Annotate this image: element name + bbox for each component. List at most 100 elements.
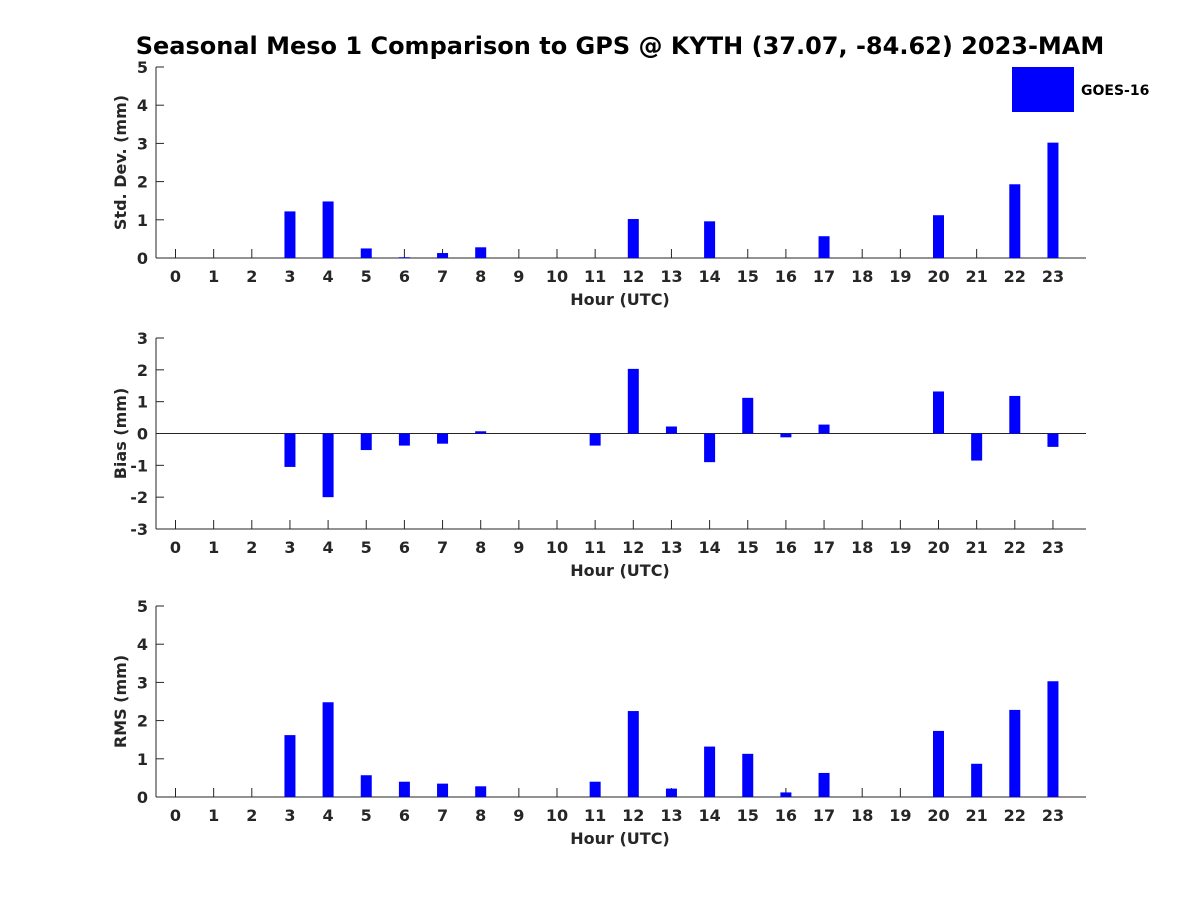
x-tick-label: 1 bbox=[208, 538, 219, 557]
x-axis-label: Hour (UTC) bbox=[570, 829, 670, 848]
y-tick-label: 4 bbox=[137, 96, 148, 115]
bar bbox=[742, 397, 754, 434]
y-tick-label: 3 bbox=[137, 329, 148, 348]
x-tick-label: 23 bbox=[1042, 267, 1064, 286]
bar bbox=[360, 433, 372, 451]
bar bbox=[322, 201, 334, 258]
x-tick-label: 2 bbox=[246, 806, 257, 825]
bar bbox=[589, 781, 601, 797]
x-tick-label: 15 bbox=[737, 267, 759, 286]
x-tick-label: 4 bbox=[323, 267, 334, 286]
x-tick-label: 18 bbox=[851, 806, 873, 825]
bar bbox=[398, 257, 410, 258]
bar bbox=[818, 424, 830, 434]
x-tick-label: 1 bbox=[208, 267, 219, 286]
bar bbox=[780, 433, 792, 438]
bar bbox=[818, 772, 830, 797]
x-tick-label: 22 bbox=[1004, 267, 1026, 286]
x-tick-label: 12 bbox=[622, 538, 644, 557]
x-tick-label: 19 bbox=[889, 806, 911, 825]
x-tick-label: 5 bbox=[361, 538, 372, 557]
bar bbox=[1047, 433, 1059, 447]
bar bbox=[475, 431, 487, 434]
x-tick-label: 14 bbox=[698, 538, 720, 557]
x-tick-label: 4 bbox=[323, 538, 334, 557]
x-tick-label: 21 bbox=[966, 806, 988, 825]
x-tick-label: 11 bbox=[584, 267, 606, 286]
y-tick-label: 2 bbox=[137, 173, 148, 192]
y-axis-label: Std. Dev. (mm) bbox=[111, 95, 130, 230]
bar bbox=[627, 711, 639, 797]
x-tick-label: 9 bbox=[513, 806, 524, 825]
bar bbox=[284, 735, 296, 797]
x-tick-label: 7 bbox=[437, 538, 448, 557]
x-tick-label: 5 bbox=[361, 267, 372, 286]
bar bbox=[665, 788, 677, 797]
legend-label: GOES-16 bbox=[1081, 83, 1149, 99]
x-tick-label: 8 bbox=[475, 538, 486, 557]
bar bbox=[818, 236, 830, 258]
bar bbox=[1009, 709, 1021, 797]
x-tick-label: 3 bbox=[284, 538, 295, 557]
y-tick-label: -2 bbox=[130, 488, 148, 507]
x-tick-label: 6 bbox=[399, 538, 410, 557]
bar bbox=[437, 433, 449, 444]
chart-title: Seasonal Meso 1 Comparison to GPS @ KYTH… bbox=[136, 32, 1105, 60]
y-tick-label: 0 bbox=[137, 788, 148, 807]
y-tick-label: -1 bbox=[130, 456, 148, 475]
x-tick-label: 0 bbox=[170, 538, 181, 557]
x-tick-label: 14 bbox=[698, 267, 720, 286]
bar bbox=[1047, 142, 1059, 258]
x-tick-label: 22 bbox=[1004, 806, 1026, 825]
y-tick-label: 0 bbox=[137, 425, 148, 444]
bar bbox=[742, 753, 754, 797]
x-tick-label: 9 bbox=[513, 267, 524, 286]
y-tick-label: 2 bbox=[137, 361, 148, 380]
x-tick-label: 7 bbox=[437, 267, 448, 286]
bar bbox=[1009, 184, 1021, 258]
x-tick-label: 11 bbox=[584, 806, 606, 825]
x-tick-label: 0 bbox=[170, 267, 181, 286]
x-tick-label: 13 bbox=[660, 806, 682, 825]
x-tick-label: 13 bbox=[660, 267, 682, 286]
x-tick-label: 11 bbox=[584, 538, 606, 557]
bar bbox=[627, 219, 639, 258]
x-axis-label: Hour (UTC) bbox=[570, 561, 670, 580]
x-tick-label: 2 bbox=[246, 538, 257, 557]
bar bbox=[475, 786, 487, 797]
bar bbox=[322, 433, 334, 498]
legend-swatch bbox=[1012, 67, 1074, 112]
x-tick-label: 5 bbox=[361, 806, 372, 825]
x-tick-label: 9 bbox=[513, 538, 524, 557]
bar bbox=[1009, 395, 1021, 434]
x-tick-label: 23 bbox=[1042, 538, 1064, 557]
x-tick-label: 12 bbox=[622, 806, 644, 825]
bar bbox=[322, 702, 334, 797]
y-tick-label: 3 bbox=[137, 673, 148, 692]
x-tick-label: 20 bbox=[927, 806, 949, 825]
x-tick-label: 13 bbox=[660, 538, 682, 557]
x-tick-label: 17 bbox=[813, 267, 835, 286]
x-tick-label: 16 bbox=[775, 538, 797, 557]
x-tick-label: 7 bbox=[437, 806, 448, 825]
bar bbox=[437, 253, 449, 258]
x-tick-label: 1 bbox=[208, 806, 219, 825]
x-tick-label: 6 bbox=[399, 806, 410, 825]
x-tick-label: 8 bbox=[475, 806, 486, 825]
x-tick-label: 15 bbox=[737, 806, 759, 825]
y-tick-label: -3 bbox=[130, 520, 148, 539]
legend: GOES-16 bbox=[1012, 67, 1149, 112]
x-tick-label: 21 bbox=[966, 267, 988, 286]
x-tick-label: 20 bbox=[927, 267, 949, 286]
y-axis-label: Bias (mm) bbox=[111, 388, 130, 480]
x-tick-label: 16 bbox=[775, 267, 797, 286]
bar bbox=[1047, 681, 1059, 797]
bar bbox=[704, 433, 716, 463]
y-tick-label: 1 bbox=[137, 393, 148, 412]
bar bbox=[665, 426, 677, 434]
bar bbox=[704, 746, 716, 797]
bar bbox=[933, 215, 944, 258]
